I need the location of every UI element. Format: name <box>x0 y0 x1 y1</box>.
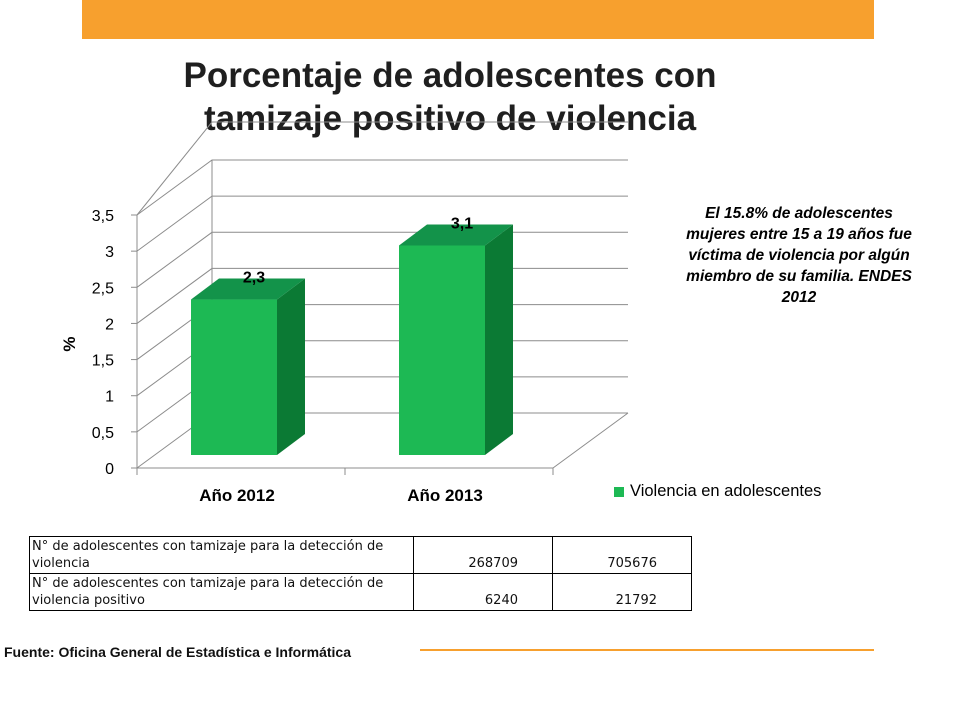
gridline <box>136 121 213 216</box>
legend-label: Violencia en adolescentes <box>630 482 822 500</box>
source-note: Fuente: Oficina General de Estadística e… <box>4 644 351 660</box>
y-tick-label: 1,5 <box>92 353 114 370</box>
annotation-text: El 15.8% de adolescentes mujeres entre 1… <box>686 205 912 306</box>
chart-title: Porcentaje de adolescentes con tamizaje … <box>183 56 717 138</box>
table-cell-label: N° de adolescentes con tamizaje para la … <box>29 536 414 574</box>
legend: Violencia en adolescentes <box>614 482 821 501</box>
table-row: N° de adolescentes con tamizaje para la … <box>29 536 692 574</box>
data-label: 3,1 <box>451 215 473 232</box>
y-tick-label: 0,5 <box>92 425 114 442</box>
table-cell-value: 705676 <box>552 536 692 574</box>
y-tick-label: 1 <box>105 389 114 406</box>
table-row: N° de adolescentes con tamizaje para la … <box>29 573 692 611</box>
x-tick-label: Año 2012 <box>199 486 275 505</box>
y-tick-label: 2,5 <box>92 280 114 297</box>
y-tick-label: 3 <box>105 244 114 261</box>
x-tick-label: Año 2013 <box>407 486 483 505</box>
table-cell-value: 268709 <box>413 536 553 574</box>
gridline <box>136 159 628 216</box>
data-label: 2,3 <box>243 270 265 287</box>
top-accent-bar <box>82 0 874 39</box>
data-table: N° de adolescentes con tamizaje para la … <box>29 536 692 611</box>
y-tick-label: 3,5 <box>92 208 114 225</box>
bar-side <box>485 224 513 455</box>
bar-top <box>191 278 305 300</box>
footer-accent-line <box>420 649 874 651</box>
floor-right-edge <box>552 412 629 469</box>
bar-side <box>277 278 305 455</box>
table-cell-value: 6240 <box>413 573 553 611</box>
table-cell-label: N° de adolescentes con tamizaje para la … <box>29 573 414 611</box>
gridline <box>136 195 628 252</box>
gridline <box>136 231 628 288</box>
bar-front <box>399 245 485 455</box>
legend-swatch <box>614 486 624 497</box>
y-axis-label: % <box>60 336 79 351</box>
bar-front <box>191 299 277 455</box>
y-tick-label: 0 <box>105 461 114 478</box>
y-tick-label: 2 <box>105 316 114 333</box>
table-cell-value: 21792 <box>552 573 692 611</box>
bar-top <box>399 224 513 246</box>
